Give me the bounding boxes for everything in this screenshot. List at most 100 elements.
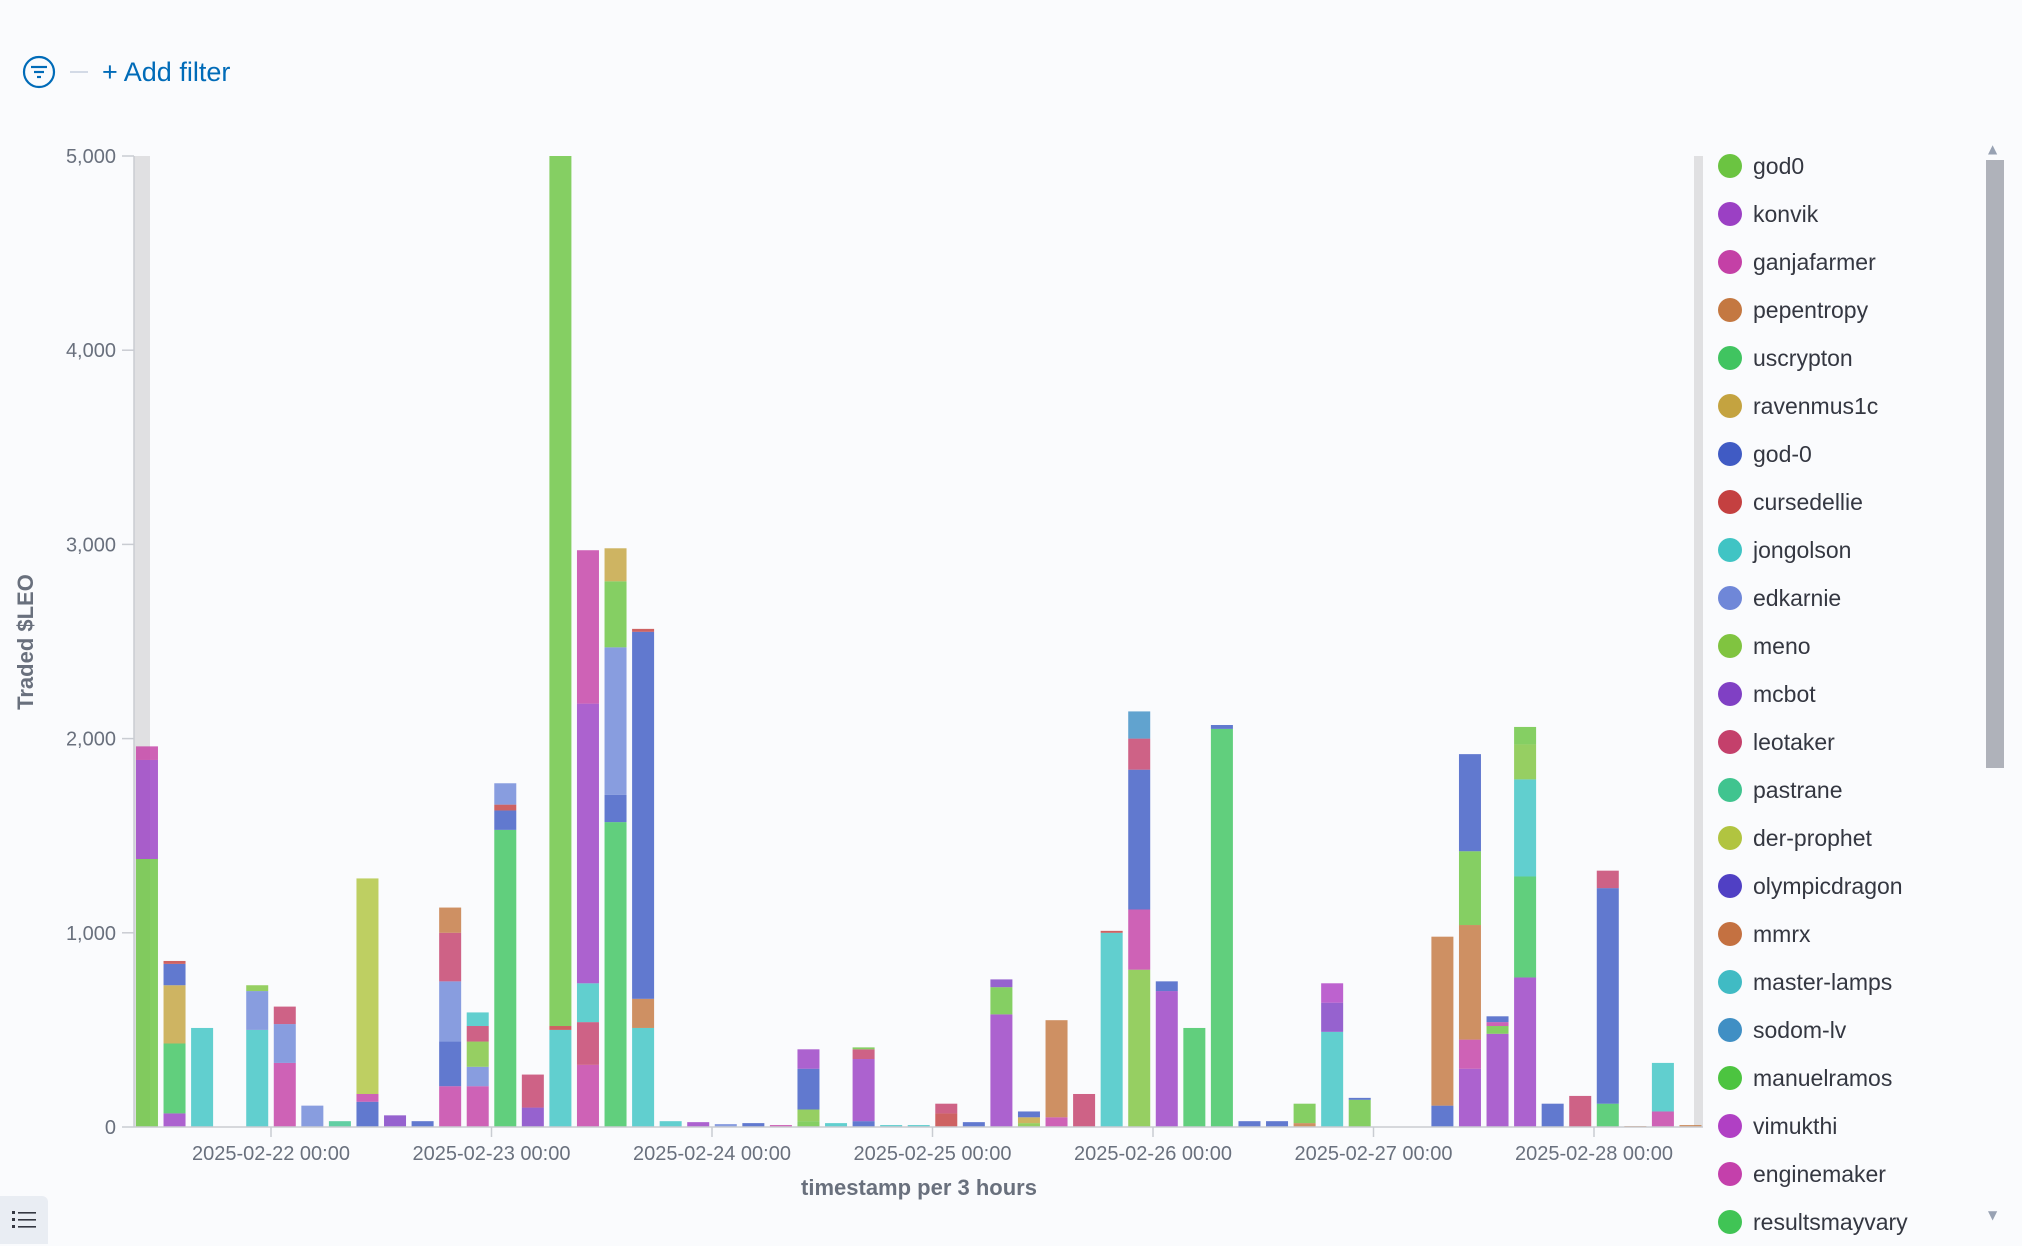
- bar-segment-pepentropy[interactable]: [439, 907, 462, 933]
- bar-segment-leotaker[interactable]: [1569, 1095, 1592, 1127]
- bar-segment-leotaker[interactable]: [521, 1074, 544, 1108]
- bar-segment-leotaker[interactable]: [439, 932, 462, 982]
- legend-item-der-prophet[interactable]: der-prophet: [1718, 814, 1968, 862]
- bar-segment-meno[interactable]: [797, 1109, 820, 1122]
- bar-segment-god-0[interactable]: [1128, 769, 1151, 910]
- legend-item-mmrx[interactable]: mmrx: [1718, 910, 1968, 958]
- legend-item-leotaker[interactable]: leotaker: [1718, 718, 1968, 766]
- bar-segment-god-0[interactable]: [1155, 981, 1178, 992]
- bar-segment-jongolson[interactable]: [659, 1121, 682, 1127]
- legend-item-sodom-lv[interactable]: sodom-lv: [1718, 1006, 1968, 1054]
- bar-segment-god-0[interactable]: [439, 1041, 462, 1087]
- bar-segment-god0[interactable]: [135, 859, 158, 1127]
- legend-item-pepentropy[interactable]: pepentropy: [1718, 286, 1968, 334]
- legend-item-jongolson[interactable]: jongolson: [1718, 526, 1968, 574]
- bar-segment-leotaker[interactable]: [1128, 738, 1151, 770]
- bar-segment-cursedellie[interactable]: [549, 1026, 572, 1030]
- bar-segment-edkarnie[interactable]: [439, 981, 462, 1042]
- bar-segment-jongolson[interactable]: [466, 1012, 489, 1027]
- bar-segment-mcbot[interactable]: [521, 1107, 544, 1127]
- bar-segment-god-0[interactable]: [1596, 888, 1619, 1104]
- bar-segment-der-prophet[interactable]: [356, 878, 379, 1094]
- bar-segment-leotaker[interactable]: [1073, 1093, 1096, 1127]
- bar-segment-jongolson[interactable]: [632, 1027, 655, 1127]
- bar-segment-jongolson[interactable]: [576, 983, 599, 1023]
- legend-item-pastrane[interactable]: pastrane: [1718, 766, 1968, 814]
- scroll-down-icon[interactable]: ▼: [1988, 1208, 1998, 1222]
- bar-segment-ganjafarmer[interactable]: [1486, 1022, 1509, 1027]
- legend-item-cursedellie[interactable]: cursedellie: [1718, 478, 1968, 526]
- bar-segment-mcbot[interactable]: [990, 979, 1013, 988]
- legend-item-enginemaker[interactable]: enginemaker: [1718, 1150, 1968, 1198]
- bar-segment-meno[interactable]: [1017, 1123, 1040, 1127]
- bar-segment-god-0[interactable]: [1541, 1103, 1564, 1127]
- bar-segment-cursedellie[interactable]: [1100, 930, 1123, 933]
- bar-segment-uscrypton[interactable]: [1210, 728, 1233, 1127]
- bar-segment-jongolson[interactable]: [246, 1029, 269, 1127]
- bar-segment-god0[interactable]: [1486, 1026, 1509, 1034]
- bar-segment-konvik[interactable]: [1155, 991, 1178, 1127]
- bar-segment-jongolson[interactable]: [1321, 1031, 1344, 1127]
- bar-segment-konvik[interactable]: [135, 759, 158, 860]
- bar-segment-uscrypton[interactable]: [1514, 876, 1537, 978]
- bar-segment-god0[interactable]: [990, 987, 1013, 1015]
- bar-segment-uscrypton[interactable]: [163, 1043, 186, 1114]
- bar-segment-ganjafarmer[interactable]: [1651, 1111, 1674, 1127]
- bar-segment-pepentropy[interactable]: [1679, 1125, 1702, 1127]
- legend-item-manuelramos[interactable]: manuelramos: [1718, 1054, 1968, 1102]
- bar-segment-god-0[interactable]: [1238, 1121, 1261, 1127]
- bar-segment-uscrypton[interactable]: [1183, 1027, 1206, 1127]
- bar-segment-leotaker[interactable]: [576, 1022, 599, 1065]
- bar-segment-god0[interactable]: [549, 156, 572, 1027]
- bar-segment-uscrypton[interactable]: [1596, 1103, 1619, 1127]
- bar-segment-god0[interactable]: [1348, 1099, 1371, 1127]
- legend-item-meno[interactable]: meno: [1718, 622, 1968, 670]
- bar-segment-konvik[interactable]: [1486, 1033, 1509, 1127]
- bar-segment-pepentropy[interactable]: [1045, 1020, 1068, 1118]
- bar-segment-ganjafarmer[interactable]: [576, 550, 599, 704]
- bar-segment-edkarnie[interactable]: [246, 991, 269, 1030]
- bar-segment-jongolson[interactable]: [1651, 1062, 1674, 1112]
- bar-segment-ganjafarmer[interactable]: [135, 746, 158, 760]
- legend-item-resultsmayvary[interactable]: resultsmayvary: [1718, 1198, 1968, 1246]
- bar-segment-leotaker[interactable]: [1596, 870, 1619, 889]
- bar-segment-god-0[interactable]: [1017, 1111, 1040, 1118]
- legend-item-god-0[interactable]: god-0: [1718, 430, 1968, 478]
- bar-segment-god-0[interactable]: [163, 963, 186, 986]
- bar-segment-pepentropy[interactable]: [1458, 925, 1481, 1040]
- legend-item-olympicdragon[interactable]: olympicdragon: [1718, 862, 1968, 910]
- bar-segment-god0[interactable]: [604, 581, 627, 648]
- bar-segment-edkarnie[interactable]: [466, 1066, 489, 1087]
- bar-segment-edkarnie[interactable]: [604, 647, 627, 795]
- bar-segment-konvik[interactable]: [576, 703, 599, 984]
- filter-icon[interactable]: [22, 55, 56, 89]
- bar-segment-ravenmus1c[interactable]: [1017, 1117, 1040, 1124]
- bar-segment-god-0[interactable]: [356, 1101, 379, 1127]
- bar-segment-cursedellie[interactable]: [935, 1113, 958, 1127]
- bar-segment-konvik[interactable]: [990, 1014, 1013, 1127]
- bar-segment-jongolson[interactable]: [880, 1125, 903, 1127]
- bar-segment-konvik[interactable]: [1514, 977, 1537, 1127]
- bar-segment-god-0[interactable]: [742, 1123, 765, 1127]
- bar-segment-god0[interactable]: [1293, 1103, 1316, 1124]
- add-filter-button[interactable]: + Add filter: [102, 56, 231, 87]
- bar-segment-cursedellie[interactable]: [163, 960, 186, 964]
- bar-segment-mcbot[interactable]: [384, 1115, 407, 1127]
- bar-segment-ravenmus1c[interactable]: [604, 548, 627, 582]
- bar-segment-pepentropy[interactable]: [1431, 936, 1454, 1106]
- bar-segment-ganjafarmer[interactable]: [1128, 909, 1151, 970]
- bar-segment-god-0[interactable]: [1266, 1121, 1289, 1127]
- bar-segment-uscrypton[interactable]: [494, 829, 517, 1127]
- bar-segment-edkarnie[interactable]: [714, 1124, 737, 1127]
- legend-item-mcbot[interactable]: mcbot: [1718, 670, 1968, 718]
- bar-segment-cursedellie[interactable]: [632, 628, 655, 632]
- bar-segment-vimukthi[interactable]: [1321, 983, 1344, 1003]
- bar-segment-god-0[interactable]: [1348, 1097, 1371, 1100]
- bar-segment-jongolson[interactable]: [1514, 779, 1537, 877]
- legend-item-edkarnie[interactable]: edkarnie: [1718, 574, 1968, 622]
- bar-segment-god-0[interactable]: [962, 1122, 985, 1127]
- bar-segment-meno[interactable]: [1514, 744, 1537, 780]
- bar-segment-god-0[interactable]: [1210, 725, 1233, 729]
- bar-segment-god0[interactable]: [852, 1047, 875, 1050]
- bar-segment-god-0[interactable]: [411, 1121, 434, 1127]
